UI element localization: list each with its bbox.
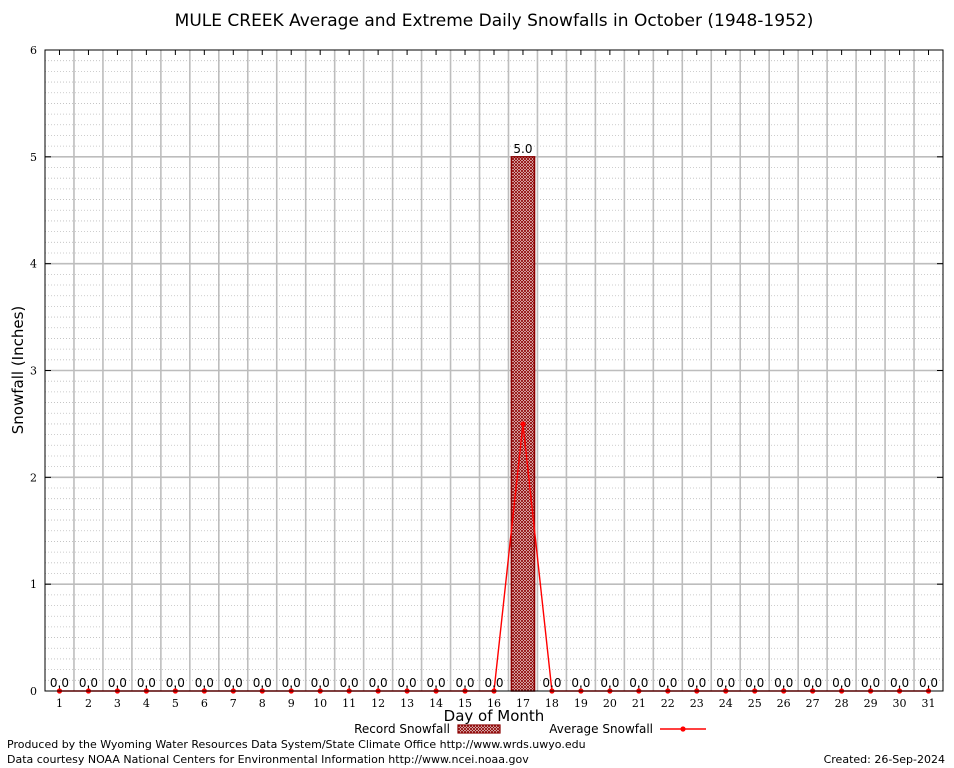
footer-created: Created: 26-Sep-2024 xyxy=(823,753,945,766)
x-tick-label: 21 xyxy=(632,697,646,710)
record-data-label: 0.0 xyxy=(774,676,793,690)
record-data-label: 0.0 xyxy=(832,676,851,690)
x-tick-label: 7 xyxy=(230,697,237,710)
record-data-label: 0.0 xyxy=(484,676,503,690)
record-data-label: 0.0 xyxy=(50,676,69,690)
x-tick-label: 12 xyxy=(371,697,385,710)
record-data-label: 0.0 xyxy=(890,676,909,690)
x-tick-label: 4 xyxy=(143,697,150,710)
x-tick-label: 28 xyxy=(835,697,849,710)
record-data-label: 0.0 xyxy=(861,676,880,690)
y-tick-label: 2 xyxy=(30,471,37,484)
record-data-label: 0.0 xyxy=(282,676,301,690)
y-tick-label: 1 xyxy=(30,578,37,591)
x-tick-label: 24 xyxy=(719,697,733,710)
x-tick-label: 27 xyxy=(806,697,820,710)
record-data-label: 0.0 xyxy=(455,676,474,690)
x-tick-label: 19 xyxy=(574,697,588,710)
average-line xyxy=(56,421,932,694)
x-tick-label: 9 xyxy=(288,697,295,710)
record-data-label: 0.0 xyxy=(195,676,214,690)
x-tick-label: 14 xyxy=(429,697,443,710)
x-tick-label: 23 xyxy=(690,697,704,710)
gridlines xyxy=(45,50,943,691)
chart-title: MULE CREEK Average and Extreme Daily Sno… xyxy=(175,11,814,31)
record-data-label: 0.0 xyxy=(658,676,677,690)
record-data-label: 0.0 xyxy=(224,676,243,690)
record-data-label: 0.0 xyxy=(253,676,272,690)
x-tick-label: 16 xyxy=(487,697,501,710)
record-data-label: 0.0 xyxy=(919,676,938,690)
record-data-label: 0.0 xyxy=(571,676,590,690)
x-tick-label: 2 xyxy=(85,697,92,710)
x-tick-label: 30 xyxy=(893,697,907,710)
record-data-label: 0.0 xyxy=(79,676,98,690)
x-tick-label: 10 xyxy=(313,697,327,710)
x-tick-label: 25 xyxy=(748,697,762,710)
x-tick-label: 11 xyxy=(342,697,356,710)
legend-average-marker xyxy=(680,726,686,732)
legend: Record Snowfall Average Snowfall xyxy=(354,722,706,736)
x-tick-label: 18 xyxy=(545,697,559,710)
x-tick-label: 13 xyxy=(400,697,414,710)
record-data-label: 0.0 xyxy=(166,676,185,690)
x-tick-label: 29 xyxy=(864,697,878,710)
record-data-label: 5.0 xyxy=(513,142,532,156)
y-tick-label: 4 xyxy=(30,258,37,271)
x-tick-label: 5 xyxy=(172,697,179,710)
x-axis-ticks: 1 2 3 4 5 6 7 8 9 10 11 12 13 14 15 16 17 18 19 20 21 22 23 24 2… xyxy=(56,50,936,710)
record-data-label: 0.0 xyxy=(340,676,359,690)
average-point xyxy=(520,421,526,427)
y-tick-label: 6 xyxy=(30,44,37,57)
record-data-label: 0.0 xyxy=(803,676,822,690)
record-data-label: 0.0 xyxy=(398,676,417,690)
y-tick-label: 0 xyxy=(30,685,37,698)
x-tick-label: 31 xyxy=(922,697,936,710)
record-data-label: 0.0 xyxy=(687,676,706,690)
y-axis-label: Snowfall (Inches) xyxy=(9,306,27,434)
data-labels: 0.0 0.0 0.0 0.0 0.0 0.0 0.0 0.0 0.0 0.0 0.0 0.0 0.0 0… xyxy=(50,142,938,690)
footer-data-courtesy: Data courtesy NOAA National Centers for … xyxy=(7,753,529,766)
record-data-label: 0.0 xyxy=(108,676,127,690)
legend-record-label: Record Snowfall xyxy=(354,722,450,736)
record-data-label: 0.0 xyxy=(600,676,619,690)
x-tick-label: 1 xyxy=(56,697,63,710)
record-data-label: 0.0 xyxy=(629,676,648,690)
x-tick-label: 26 xyxy=(777,697,791,710)
legend-average-label: Average Snowfall xyxy=(549,722,653,736)
record-data-label: 0.0 xyxy=(716,676,735,690)
record-data-label: 0.0 xyxy=(137,676,156,690)
record-data-label: 0.0 xyxy=(369,676,388,690)
y-tick-label: 3 xyxy=(30,365,37,378)
x-tick-label: 6 xyxy=(201,697,208,710)
x-tick-label: 15 xyxy=(458,697,472,710)
x-axis-label: Day of Month xyxy=(444,707,545,725)
record-data-label: 0.0 xyxy=(745,676,764,690)
x-tick-label: 8 xyxy=(259,697,266,710)
y-tick-label: 5 xyxy=(30,151,37,164)
x-tick-label: 20 xyxy=(603,697,617,710)
x-tick-label: 17 xyxy=(516,697,530,710)
x-tick-label: 3 xyxy=(114,697,121,710)
legend-record-swatch xyxy=(457,724,501,734)
record-data-label: 0.0 xyxy=(427,676,446,690)
record-data-label: 0.0 xyxy=(311,676,330,690)
record-data-label: 0.0 xyxy=(542,676,561,690)
plot-frame xyxy=(44,49,944,692)
x-tick-label: 22 xyxy=(661,697,675,710)
footer-produced-by: Produced by the Wyoming Water Resources … xyxy=(7,738,586,751)
